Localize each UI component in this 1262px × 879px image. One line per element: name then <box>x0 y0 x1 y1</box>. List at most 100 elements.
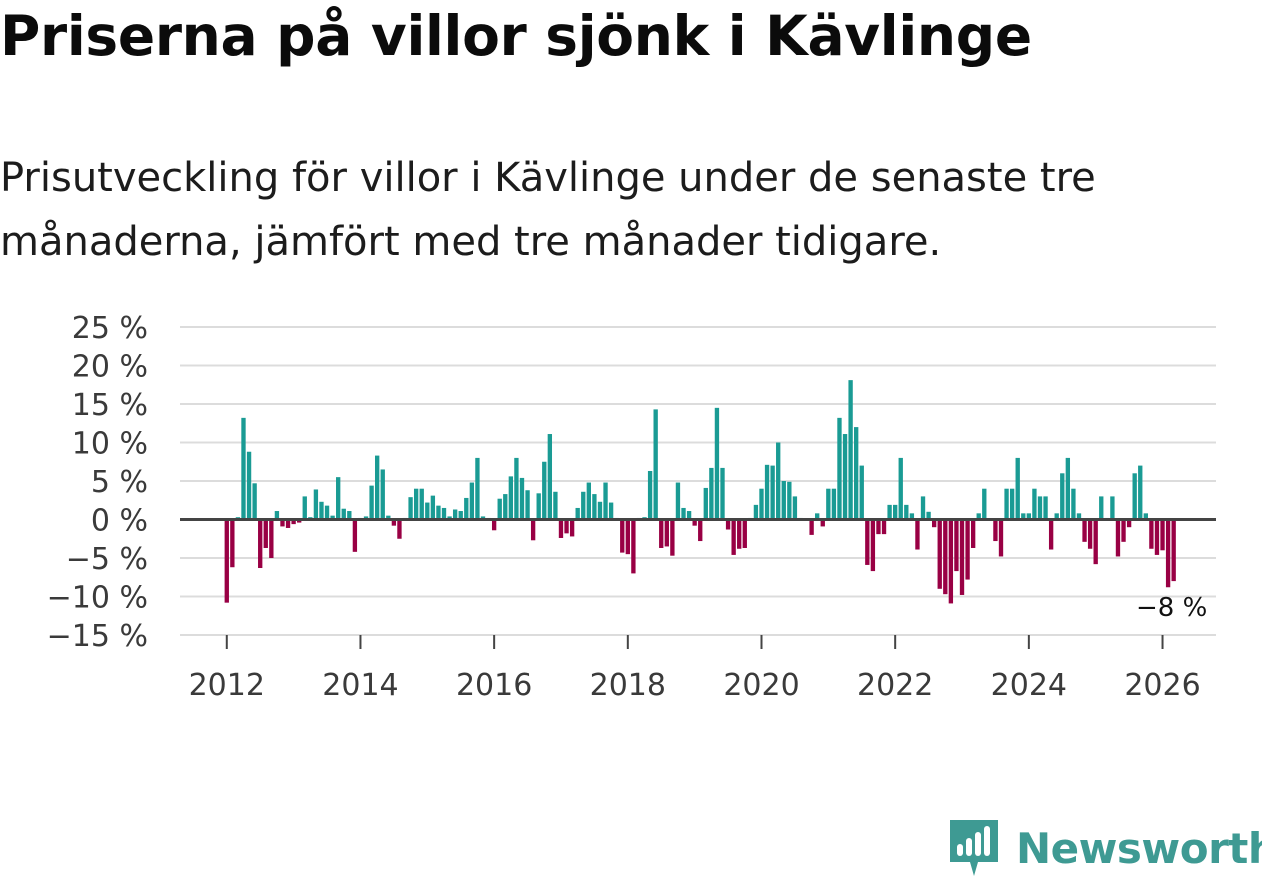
bar <box>352 519 358 552</box>
bar <box>937 519 942 589</box>
bar <box>592 494 597 520</box>
bar <box>425 502 430 520</box>
bar <box>1071 488 1076 520</box>
bar <box>1032 488 1037 520</box>
brand-name: Newsworthy <box>1016 823 1262 873</box>
bar <box>469 482 475 520</box>
bar <box>397 519 402 539</box>
bar <box>480 516 486 520</box>
y-axis: 25 % 20 %15 % 10 %5 % 0 %−5 % −10 %−15 % <box>47 311 148 654</box>
bar <box>475 457 480 520</box>
bar <box>920 496 926 520</box>
bar <box>1076 513 1082 520</box>
bar <box>1138 465 1143 520</box>
bar <box>597 501 603 520</box>
bar <box>313 489 319 520</box>
bar <box>608 502 614 520</box>
bar <box>497 498 502 520</box>
bar <box>436 505 441 520</box>
bar <box>820 519 825 527</box>
bar <box>341 508 346 520</box>
y-tick-label: 0 % <box>91 504 148 539</box>
bar <box>965 519 970 580</box>
bar <box>525 490 530 520</box>
y-tick-label: 15 % <box>72 388 148 423</box>
bar <box>508 476 514 520</box>
bar <box>943 519 948 595</box>
newsworthy-brand: Newsworthy <box>948 818 1262 878</box>
bar <box>246 451 252 520</box>
bar <box>586 482 591 520</box>
bar <box>291 519 296 525</box>
bar <box>447 516 452 520</box>
x-tick-label: 2024 <box>991 668 1067 703</box>
bar <box>1121 519 1126 542</box>
bar <box>330 515 335 520</box>
bar <box>258 519 263 569</box>
y-tick-label: 25 % <box>72 311 148 346</box>
bar <box>297 519 302 523</box>
bar <box>519 477 525 520</box>
x-tick-label: 2026 <box>1124 668 1200 703</box>
bar <box>675 482 681 520</box>
bar <box>776 442 781 520</box>
bar <box>575 507 580 520</box>
x-tick-label: 2022 <box>857 668 933 703</box>
bar <box>230 519 235 568</box>
bar <box>915 519 920 550</box>
bar <box>375 455 380 520</box>
bar <box>881 519 887 535</box>
bar <box>1165 519 1171 588</box>
bars <box>224 380 1176 604</box>
last-value-label: −8 % <box>1136 593 1207 623</box>
bar <box>1160 519 1165 551</box>
bar <box>441 507 447 520</box>
bar-chart: 25 % 20 %15 % 10 %5 % 0 %−5 % −10 %−15 % 201… <box>47 311 1216 703</box>
bar <box>413 488 419 520</box>
bar <box>1149 519 1154 549</box>
bar <box>1110 496 1115 520</box>
bar <box>252 483 257 520</box>
bar <box>948 519 954 604</box>
bar <box>620 519 625 553</box>
bar <box>542 461 547 520</box>
bar <box>631 519 636 574</box>
bar <box>302 496 307 520</box>
bar <box>1054 513 1059 520</box>
x-axis: 2012 2014 2016 2018 2020 2022 2024 2026 <box>189 635 1201 703</box>
bar <box>1015 457 1020 520</box>
bar <box>709 467 714 520</box>
bar <box>653 409 658 520</box>
bar <box>970 519 976 548</box>
bar <box>826 488 831 520</box>
y-tick-label: 20 % <box>72 350 148 385</box>
chart-subtitle: Prisutveckling för villor i Kävlinge und… <box>0 155 1096 265</box>
bar <box>1043 496 1048 520</box>
bar <box>893 504 898 520</box>
y-tick-label: −5 % <box>66 542 148 577</box>
bar <box>876 519 881 535</box>
bar <box>909 513 915 520</box>
bar <box>564 519 569 534</box>
bar <box>781 481 786 520</box>
bar <box>831 488 837 520</box>
bar <box>1048 519 1054 550</box>
bar <box>982 488 987 520</box>
bar <box>714 407 720 520</box>
bar <box>452 509 458 520</box>
bar <box>1004 488 1009 520</box>
bar <box>1009 488 1015 520</box>
bar <box>1021 513 1026 520</box>
bar <box>285 519 291 528</box>
bar <box>998 519 1004 557</box>
bar <box>569 519 575 537</box>
bar <box>625 519 630 555</box>
bar <box>269 519 274 558</box>
x-tick-label: 2020 <box>723 668 799 703</box>
bar <box>731 519 736 555</box>
bar <box>854 427 859 520</box>
bar <box>815 513 820 520</box>
bar <box>770 465 775 520</box>
bar <box>547 434 553 520</box>
bar <box>1154 519 1160 555</box>
